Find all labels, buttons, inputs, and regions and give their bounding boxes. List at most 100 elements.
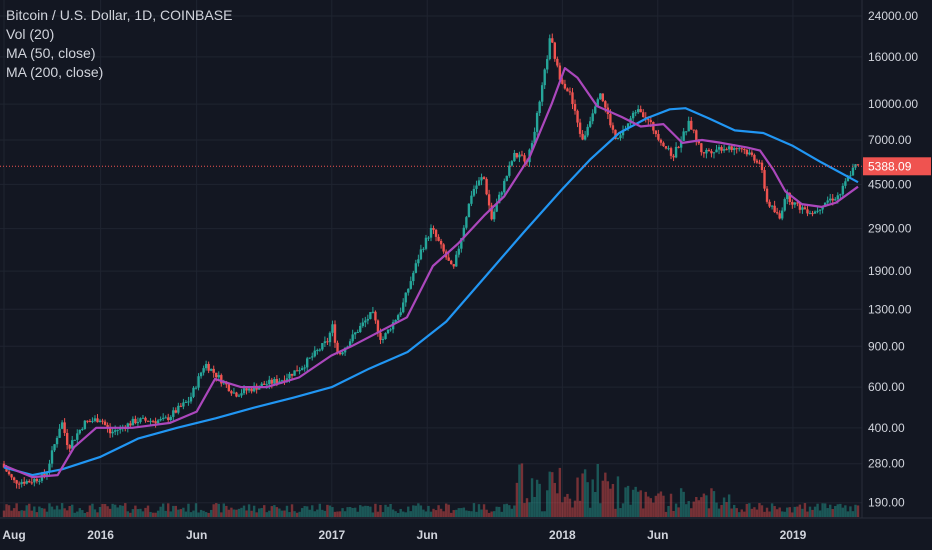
candle-body: [765, 188, 769, 202]
y-tick-label: 7000.00: [868, 133, 912, 147]
candle-body: [293, 370, 296, 376]
volume-bar: [217, 503, 220, 517]
volume-bar: [629, 504, 632, 517]
candle-body: [379, 332, 382, 340]
volume-bar: [192, 510, 195, 517]
candle-body: [348, 341, 352, 347]
vol-indicator-label[interactable]: Vol (20): [6, 26, 55, 42]
candle-body: [538, 101, 541, 113]
volume-bar: [702, 493, 706, 517]
candle-body: [548, 38, 551, 60]
candle-body: [818, 209, 822, 211]
volume-bar: [465, 510, 468, 517]
x-tick-label: 2017: [318, 528, 345, 542]
symbol-title[interactable]: Bitcoin / U.S. Dollar, 1D, COINBASE: [6, 7, 233, 23]
candle-body: [280, 380, 284, 382]
volume-bar: [710, 488, 713, 517]
volume-bar: [402, 511, 405, 517]
volume-bar: [391, 509, 395, 517]
candle-body: [601, 93, 605, 102]
candle-body: [417, 259, 420, 264]
volume-bar: [121, 505, 124, 517]
candle-body: [616, 138, 620, 140]
candle-body: [609, 114, 612, 126]
candle-body: [412, 272, 415, 282]
x-tick-label: Jun: [186, 528, 207, 542]
volume-bar: [399, 508, 402, 517]
candle-body: [257, 386, 261, 390]
time-axis[interactable]: Aug 2016 Jun 2017 Jun 2018 Jun 2019: [2, 528, 806, 542]
candle-body: [396, 315, 400, 320]
candle-body: [657, 134, 660, 140]
volume-bar: [38, 506, 41, 517]
candle-body: [578, 122, 582, 134]
volume-bar: [528, 502, 531, 517]
candle-body: [743, 149, 746, 151]
volume-bar: [816, 503, 819, 517]
volume-bar: [389, 503, 392, 517]
candle-body: [588, 121, 592, 127]
volume-bar: [139, 508, 142, 517]
volume-bar: [305, 506, 309, 517]
volume-bar: [235, 509, 238, 517]
candle-body: [151, 420, 155, 422]
volume-bar: [599, 503, 602, 517]
volume-bar: [240, 507, 243, 517]
volume-bar: [338, 511, 342, 517]
candle-body: [442, 244, 445, 252]
volume-bar: [841, 507, 845, 517]
volume-bar: [111, 503, 114, 517]
volume-bar: [788, 507, 791, 517]
candle-body: [68, 445, 71, 449]
candle-body: [394, 319, 397, 323]
y-tick-label: 900.00: [868, 339, 905, 353]
candle-body: [520, 154, 524, 156]
candle-body: [407, 288, 410, 293]
volume-bar: [202, 510, 205, 517]
volume-bar: [561, 502, 564, 517]
volume-bar: [247, 504, 251, 517]
candle-body: [63, 422, 66, 433]
candle-body: [303, 367, 306, 369]
volume-bar: [116, 507, 119, 517]
candle-body: [586, 126, 589, 136]
candle-body: [237, 395, 241, 397]
candle-body: [626, 123, 630, 129]
volume-bar: [2, 510, 6, 517]
x-tick-label: Jun: [417, 528, 438, 542]
volume-bar: [33, 506, 36, 517]
volume-bar: [467, 510, 471, 517]
ma50-indicator-label[interactable]: MA (50, close): [6, 45, 96, 61]
candle-body: [245, 388, 248, 391]
candle-body: [465, 217, 468, 228]
candle-body: [856, 164, 860, 166]
candle-body: [697, 140, 701, 144]
candle-body: [460, 238, 463, 249]
volume-bar: [725, 502, 728, 517]
volume-bar: [730, 508, 733, 517]
volume-bar: [851, 511, 855, 517]
candle-body: [457, 248, 460, 255]
candle-body: [568, 91, 572, 93]
volume-bar: [498, 506, 501, 517]
volume-bar: [50, 506, 54, 517]
volume-bar: [260, 508, 263, 517]
volume-bar: [81, 510, 84, 517]
candle-body: [530, 143, 534, 150]
candle-body: [791, 201, 794, 205]
candle-body: [333, 324, 337, 343]
candle-body: [376, 320, 380, 333]
volume-bar: [831, 509, 834, 517]
candle-body: [386, 329, 390, 334]
volume-bar: [551, 472, 554, 517]
volume-bar: [775, 509, 779, 517]
volume-bar: [336, 511, 339, 517]
volume-bar: [495, 506, 498, 517]
candle-body: [338, 352, 342, 355]
ma200-indicator-label[interactable]: MA (200, close): [6, 64, 104, 80]
volume-bar: [697, 500, 701, 517]
price-axis[interactable]: 24000.00 16000.00 10000.00 7000.00 4500.00 29…: [868, 9, 918, 510]
volume-bar: [149, 511, 152, 517]
volume-bar: [854, 504, 857, 517]
